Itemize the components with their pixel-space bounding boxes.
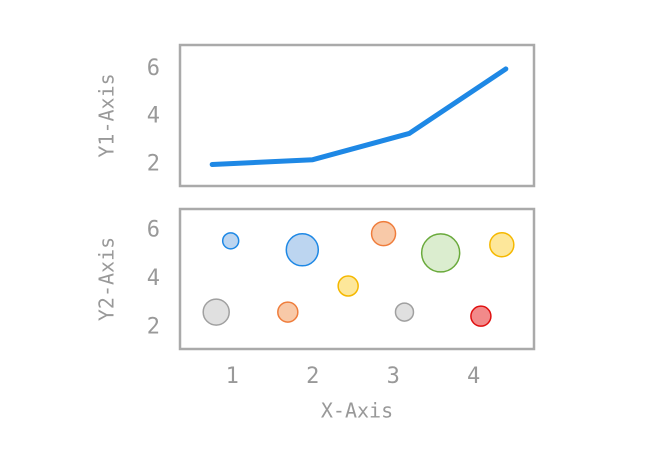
bubble <box>394 302 415 322</box>
bubble <box>202 298 230 326</box>
x-tick-label: 4 <box>467 364 480 389</box>
bubble <box>420 233 461 273</box>
y-tick-label: 4 <box>147 266 160 291</box>
bubble <box>221 232 240 250</box>
y-tick-label: 2 <box>147 151 160 176</box>
plot-frame <box>178 43 536 188</box>
bubble <box>277 301 299 323</box>
bubble <box>285 233 320 267</box>
y-axis-label: Y1-Axis <box>95 73 119 157</box>
y-tick-label: 6 <box>147 218 160 243</box>
y-tick-label: 2 <box>147 314 160 339</box>
bubble <box>337 275 359 297</box>
plot-frame <box>178 207 536 351</box>
bubble <box>489 231 515 258</box>
y-tick-label: 4 <box>147 104 160 129</box>
x-tick-label: 3 <box>387 364 400 389</box>
bubble <box>370 220 397 247</box>
x-tick-label: 2 <box>306 364 319 389</box>
x-axis-label: X-Axis <box>321 399 393 423</box>
bubble <box>470 305 492 327</box>
y-axis-label: Y2-Axis <box>95 237 119 321</box>
y-tick-label: 6 <box>147 56 160 81</box>
line <box>209 66 509 167</box>
x-tick-label: 1 <box>226 364 239 389</box>
